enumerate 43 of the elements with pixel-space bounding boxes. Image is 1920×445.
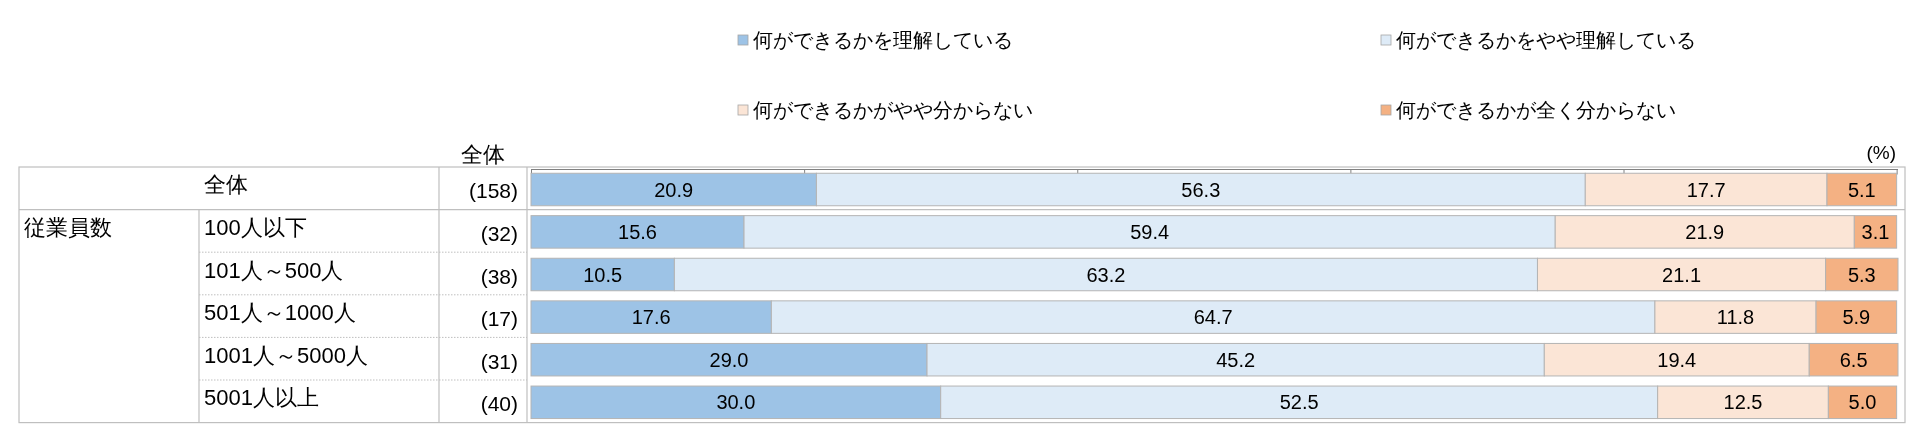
text: (17) xyxy=(480,306,518,330)
data-label: 64.7 xyxy=(1193,306,1233,329)
data-label: 63.2 xyxy=(1086,263,1126,286)
text: 全体 xyxy=(461,141,505,167)
data-label: 29.0 xyxy=(709,348,749,371)
data-label: 52.5 xyxy=(1279,391,1319,414)
text: 従業員数 xyxy=(24,214,112,240)
data-label: 59.4 xyxy=(1130,220,1170,243)
data-label: 56.3 xyxy=(1181,178,1221,201)
data-label: 5.3 xyxy=(1847,263,1876,286)
text: (158) xyxy=(468,178,518,202)
data-label: 11.8 xyxy=(1716,306,1755,329)
y-tick-label: 100人以下 xyxy=(204,214,307,240)
legend-label: 何ができるかを理解している xyxy=(753,29,1013,51)
data-label: 20.9 xyxy=(654,178,694,201)
data-label: 17.7 xyxy=(1686,178,1726,201)
data-label: 6.5 xyxy=(1839,348,1868,371)
data-label: 45.2 xyxy=(1216,348,1256,371)
data-label: 15.6 xyxy=(618,220,657,243)
y-tick-label: 501人～1000人 xyxy=(204,299,356,325)
x-axis-title: (%) xyxy=(1866,141,1896,163)
legend-label: 何ができるかをやや理解している xyxy=(1396,29,1696,51)
text: (32) xyxy=(480,221,518,245)
text: (38) xyxy=(480,264,518,287)
data-label: 5.9 xyxy=(1842,306,1871,329)
y-tick-label: 101人～500人 xyxy=(204,257,344,282)
text: (40) xyxy=(480,391,518,415)
legend-label: 何ができるかがやや分からない xyxy=(753,99,1033,121)
legend-label: 何ができるかが全く分からない xyxy=(1396,99,1676,121)
data-label: 21.9 xyxy=(1685,220,1725,243)
data-label: 21.1 xyxy=(1662,263,1702,286)
data-label: 17.6 xyxy=(631,306,671,329)
data-label: 19.4 xyxy=(1657,348,1697,371)
text: (31) xyxy=(480,349,518,373)
data-label: 10.5 xyxy=(583,263,623,286)
data-label: 12.5 xyxy=(1723,391,1763,414)
y-tick-label: 全体 xyxy=(204,171,248,197)
y-tick-label: 1001人～5000人 xyxy=(204,342,368,368)
data-label: 5.1 xyxy=(1847,178,1876,201)
data-label: 5.0 xyxy=(1848,391,1877,414)
data-label: 3.1 xyxy=(1861,220,1890,243)
data-label: 30.0 xyxy=(716,391,756,414)
y-tick-label: 5001人以上 xyxy=(204,384,319,410)
